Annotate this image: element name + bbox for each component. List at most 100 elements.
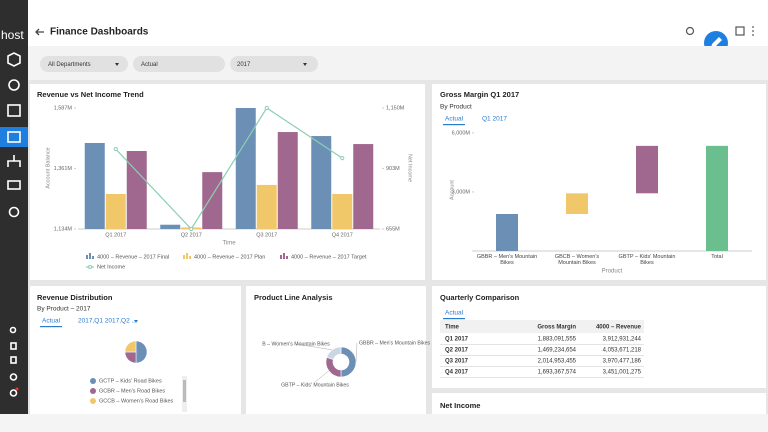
nav-icon[interactable] — [8, 206, 20, 218]
panel-title: Revenue Distribution — [37, 293, 113, 302]
panel-title: Product Line Analysis — [254, 293, 333, 302]
column-header: Gross Margin — [537, 325, 576, 331]
nav-icon[interactable] — [10, 356, 17, 364]
x-axis-label: Product — [602, 269, 623, 275]
tab[interactable]: 2017,Q1 2017,Q2 ... — [78, 318, 137, 325]
nav-icon[interactable] — [7, 155, 21, 167]
filter-dropdown[interactable] — [40, 56, 128, 72]
y-axis-label: Account — [449, 180, 455, 200]
y-tick-label: 655M — [386, 226, 400, 232]
bar — [126, 151, 147, 229]
table-cell: 1,469,234,654 — [538, 348, 577, 354]
filter-dropdown[interactable] — [133, 56, 225, 72]
x-tick-label-box: Total — [711, 254, 723, 260]
legend-swatch — [189, 256, 191, 259]
nav-icon[interactable] — [7, 180, 21, 190]
legend-swatch — [86, 255, 88, 259]
tab[interactable]: Actual — [42, 318, 61, 325]
legend-swatch — [286, 256, 288, 259]
x-axis-label: Time — [222, 241, 236, 247]
nav-icon[interactable] — [9, 373, 18, 381]
nav-icon[interactable] — [9, 389, 18, 397]
nav-icon[interactable] — [7, 104, 21, 117]
leader-line — [314, 370, 330, 383]
x-tick-label: Q4 2017 — [332, 232, 353, 238]
column-header: 4000 – Revenue — [596, 325, 642, 331]
panel — [432, 393, 766, 414]
panel-title: Gross Margin Q1 2017 — [440, 90, 519, 99]
tab-underline — [443, 318, 465, 320]
legend-swatch — [90, 378, 96, 384]
table-cell: 3,912,931,244 — [603, 337, 642, 343]
refresh-button[interactable] — [685, 26, 695, 36]
bar — [256, 184, 277, 229]
panel-subtitle: By Product – 2017 — [37, 306, 91, 313]
caret — [115, 63, 119, 66]
legend-swatch — [280, 255, 282, 259]
fullscreen-button[interactable] — [735, 26, 745, 36]
pie-slice — [135, 340, 148, 364]
table-cell: Q3 2017 — [445, 359, 469, 365]
legend-label: 4000 – Revenue – 2017 Target — [291, 254, 367, 260]
nav-icon[interactable] — [7, 131, 21, 143]
y-tick-label: 903M — [386, 166, 400, 172]
legend-label: 4000 – Revenue – 2017 Final — [97, 254, 169, 260]
table-header — [440, 320, 644, 333]
y-tick-label: 1,150M — [386, 105, 405, 111]
tab[interactable]: Actual — [445, 116, 464, 123]
back-button[interactable] — [35, 28, 44, 36]
nav-icon[interactable] — [8, 79, 20, 91]
brand: host — [1, 28, 24, 42]
filter-label: 2017 — [237, 62, 251, 68]
bar — [311, 136, 332, 229]
panel-title: Revenue vs Net Income Trend — [37, 90, 144, 99]
header — [28, 0, 768, 46]
table-cell: 3,451,001,275 — [603, 370, 642, 376]
slice-label: GBTP – Kids' Mountain Bikes — [281, 382, 349, 388]
x-tick-label: Q1 2017 — [105, 232, 126, 238]
line — [115, 107, 343, 230]
line-point — [340, 156, 345, 161]
legend-swatch — [283, 253, 285, 259]
legend-swatch — [92, 256, 94, 259]
bar — [353, 144, 374, 229]
x-tick-label: Q2 2017 — [181, 232, 202, 238]
nav-icon[interactable] — [10, 342, 17, 350]
panel-subtitle: By Product — [440, 104, 472, 111]
column-header: Time — [445, 325, 460, 331]
legend-swatch — [183, 255, 185, 259]
y-tick-label: 1,587M — [54, 105, 73, 111]
y2-axis-label: Net Income — [407, 154, 413, 182]
table-cell: 1,693,367,574 — [538, 370, 577, 376]
x-tick-label: GBBR – Men's Mountain Bikes — [476, 254, 538, 267]
legend-swatch — [186, 253, 188, 259]
y-tick-label: 1,361M — [54, 166, 73, 172]
x-tick-label-box: GBCB – Women's Mountain Bikes — [555, 254, 599, 266]
edit-icon — [711, 37, 722, 48]
bar — [636, 145, 658, 194]
nav-icon[interactable] — [9, 326, 17, 334]
scrollbar-thumb[interactable] — [183, 380, 186, 402]
bar — [706, 145, 728, 251]
tab[interactable]: Q1 2017 — [482, 116, 507, 123]
table-cell: Q1 2017 — [445, 337, 469, 343]
more-button[interactable] — [752, 26, 754, 36]
legend-label: 4000 – Revenue – 2017 Plan — [194, 254, 265, 260]
bar — [496, 213, 518, 251]
tab[interactable]: Actual — [445, 310, 464, 317]
tab-underline — [443, 124, 465, 126]
donut-slice — [326, 346, 342, 360]
caret — [134, 320, 138, 323]
y-tick-label: 3,000M — [452, 189, 471, 195]
notification-dot — [15, 387, 19, 391]
nav-icon[interactable] — [7, 52, 21, 67]
line-point — [113, 146, 118, 152]
panel-title: Quarterly Comparison — [440, 293, 520, 302]
tab-underline — [40, 326, 62, 328]
legend-swatch — [90, 398, 96, 404]
filter-dropdown[interactable] — [230, 56, 318, 72]
bottom-strip — [0, 414, 768, 432]
y-axis-label: Account Balance — [45, 147, 51, 188]
legend-label: Net Income — [97, 264, 125, 270]
caret — [303, 63, 307, 66]
